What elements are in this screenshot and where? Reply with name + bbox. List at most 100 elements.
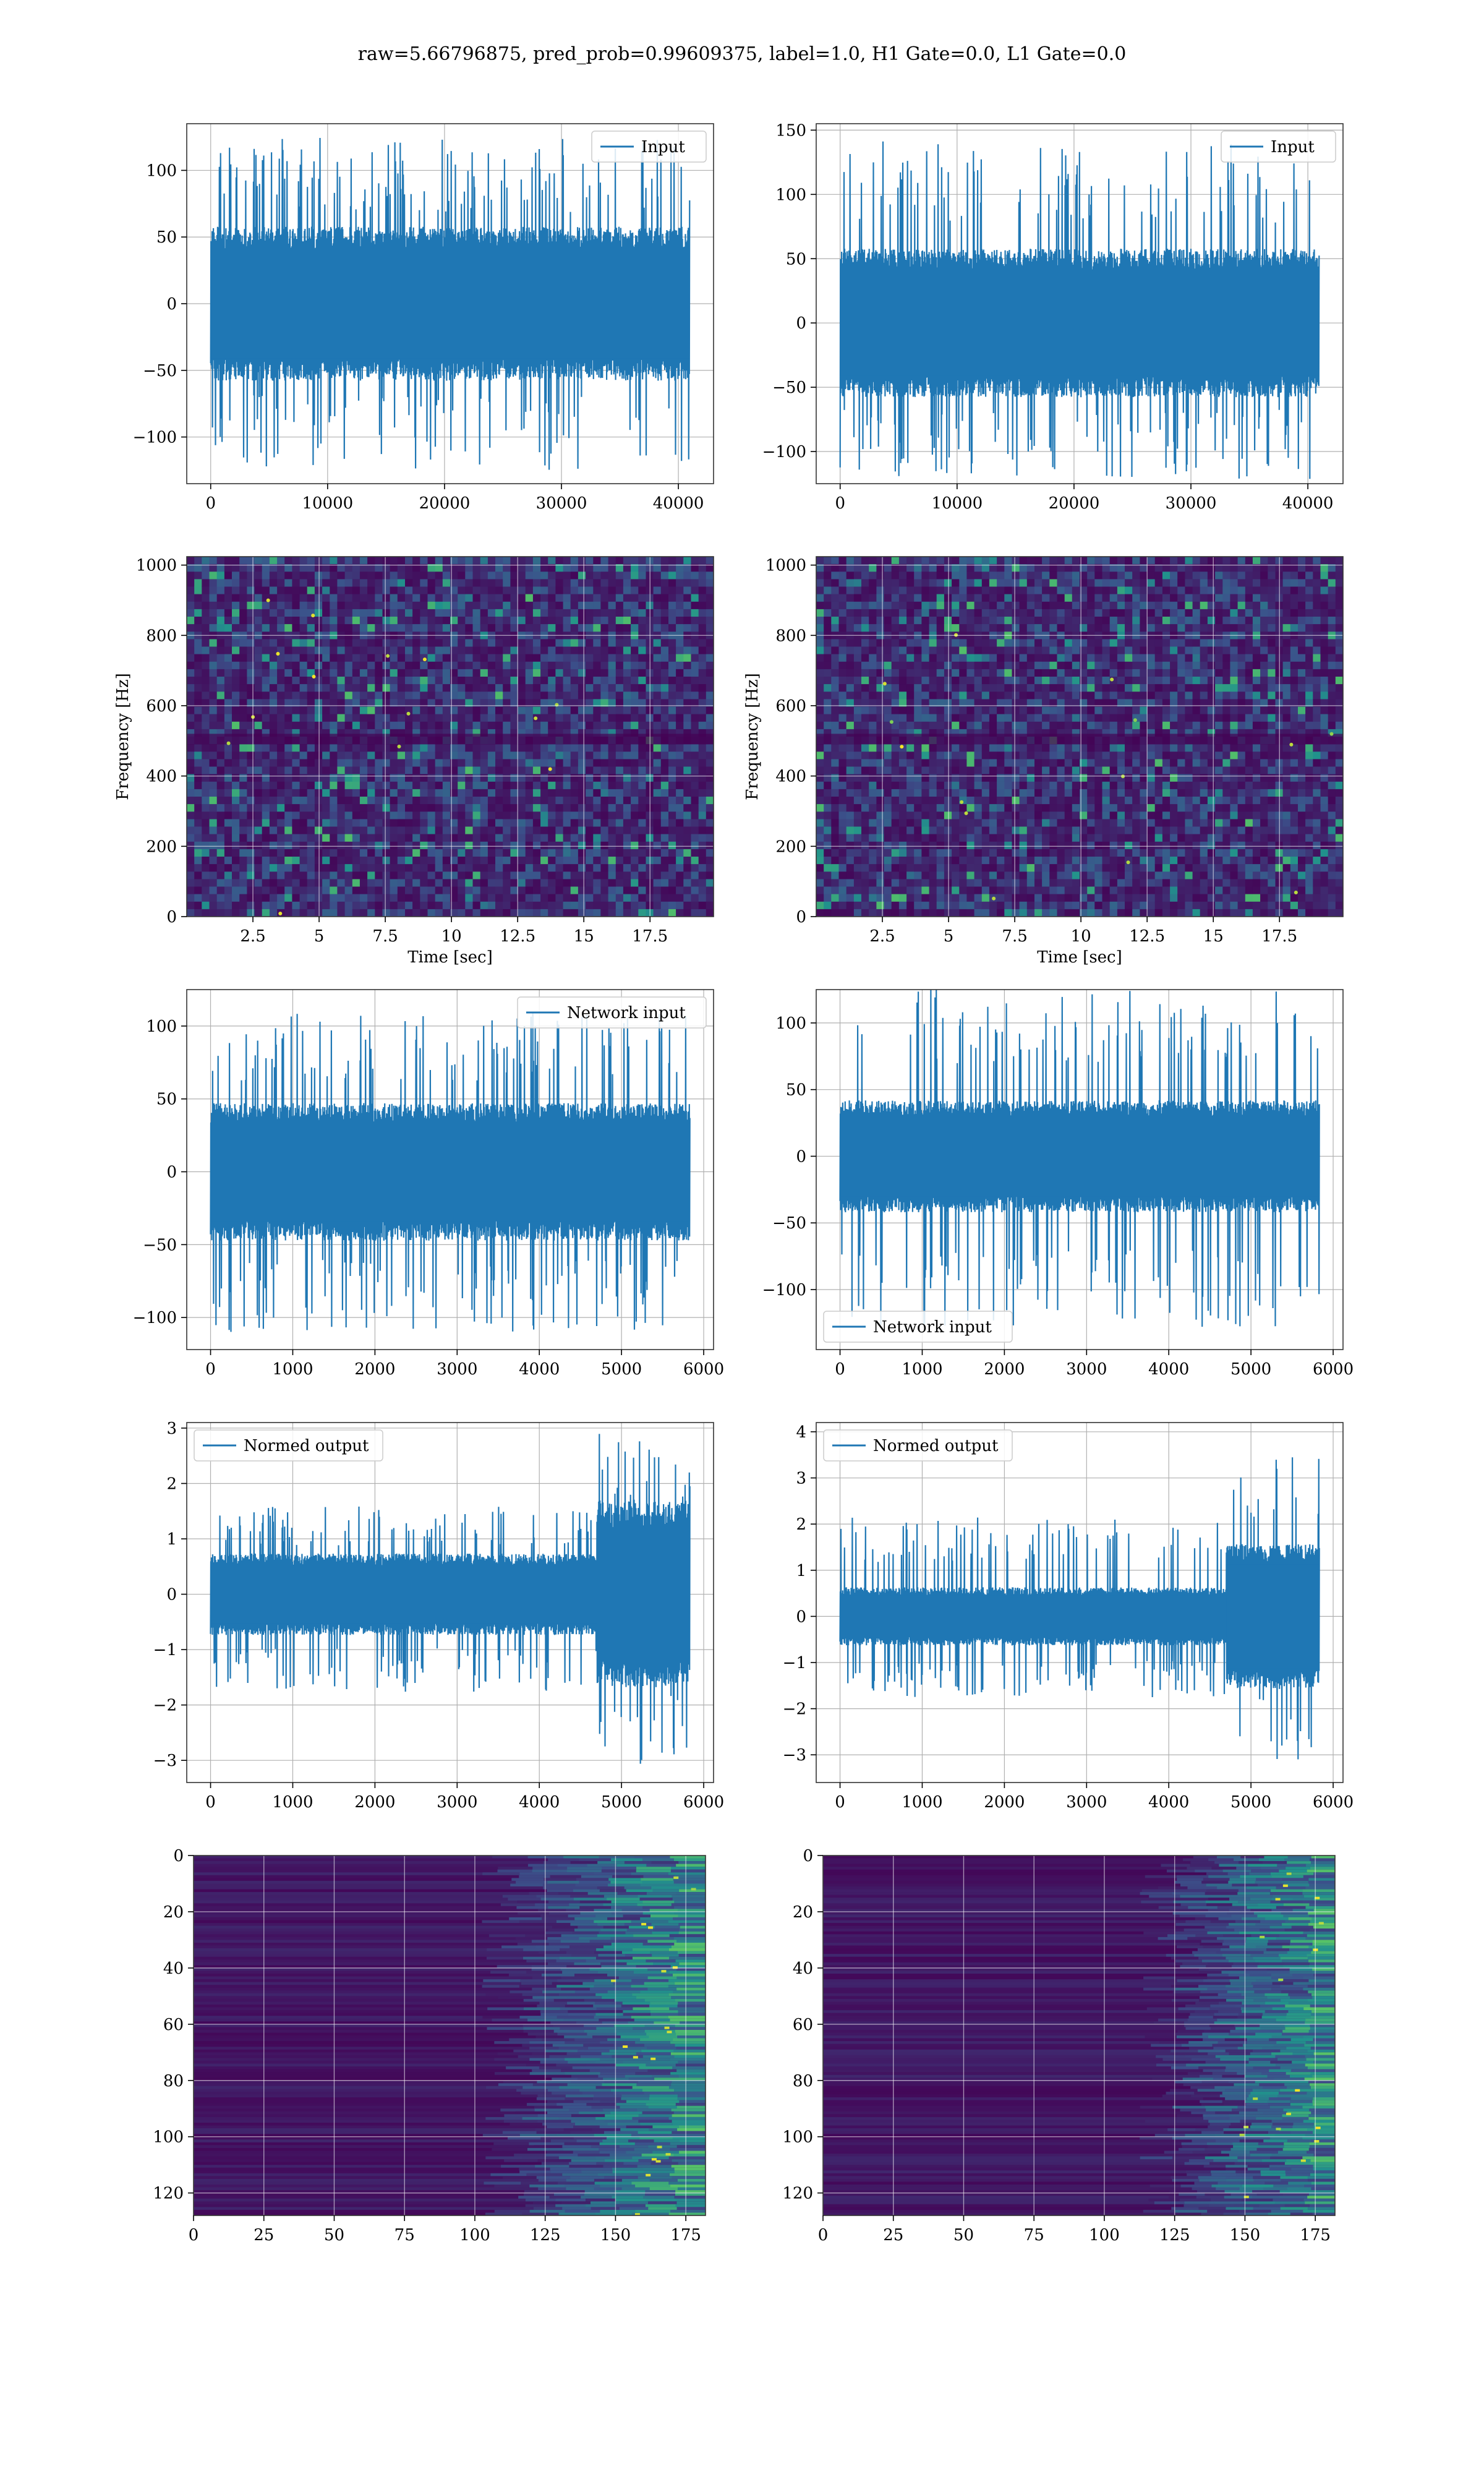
heatmap-cell: [631, 879, 639, 888]
heatmap-cell: [691, 841, 699, 850]
heatmap-cell: [989, 744, 997, 752]
heatmap-cell: [480, 571, 488, 580]
heatmap-cell: [495, 744, 503, 752]
heatmap-cell: [487, 894, 496, 902]
heatmap-cell: [570, 766, 579, 775]
heatmap-cell: [367, 766, 375, 775]
heatmap-cell: [623, 624, 631, 632]
heatmap-cell: [382, 864, 391, 872]
heatmap-cell: [510, 894, 519, 902]
heatmap-cell: [216, 909, 225, 917]
heatmap-cell: [838, 849, 847, 857]
heatmap-cell: [532, 684, 541, 692]
heatmap-cell: [608, 639, 616, 648]
heatmap-cell: [472, 609, 481, 617]
heatmap-cell: [944, 901, 952, 910]
heatmap-cell: [277, 586, 285, 595]
heatmap-cell: [698, 594, 707, 602]
heatmap-cell: [284, 624, 292, 632]
heatmap-cell: [676, 684, 684, 692]
heatmap-cell: [906, 879, 915, 888]
heatmap-cell: [292, 677, 301, 685]
heatmap-cell: [838, 661, 847, 670]
heatmap-cell: [974, 879, 983, 888]
heatmap-cell: [921, 677, 930, 685]
heatmap-cell: [202, 609, 210, 617]
heatmap-cell: [525, 871, 534, 880]
heatmap-cell: [420, 841, 429, 850]
heatmap-cell: [450, 841, 458, 850]
heatmap-cell: [959, 819, 968, 828]
heatmap-cell: [375, 886, 383, 895]
heatmap-cell: [898, 841, 907, 850]
heatmap-cell: [247, 759, 255, 768]
heatmap-cell: [412, 706, 420, 715]
heatmap-cell: [578, 804, 586, 812]
heatmap-cell: [831, 654, 840, 662]
heatmap-cell: [668, 857, 676, 865]
heatmap-cell: [405, 864, 413, 872]
heatmap-cell: [906, 557, 915, 565]
heatmap-cell: [906, 594, 915, 602]
heatmap-cell: [337, 879, 346, 888]
heatmap-cell: [981, 617, 990, 625]
heatmap-cell: [593, 841, 602, 850]
heatmap-cell: [420, 564, 429, 572]
heatmap-cell: [660, 557, 669, 565]
heatmap-cell: [959, 677, 968, 685]
heatmap-cell: [891, 857, 900, 865]
heatmap-cell: [966, 841, 975, 850]
heatmap-cell: [660, 857, 669, 865]
heatmap-cell: [997, 811, 1005, 820]
heatmap-cell: [929, 894, 937, 902]
heatmap-cell: [974, 617, 983, 625]
heatmap-cell: [898, 864, 907, 872]
heatmap-cell: [1012, 774, 1020, 782]
heatmap-cell: [450, 901, 458, 910]
heatmap-cell: [861, 774, 869, 782]
heatmap-cell: [838, 571, 847, 580]
x-tick-label: 40000: [1282, 494, 1334, 513]
heatmap-cell: [936, 841, 945, 850]
heatmap-cell: [929, 804, 937, 812]
heatmap-cell: [472, 571, 481, 580]
heatmap-cell: [390, 557, 398, 565]
heatmap-cell: [510, 557, 519, 565]
heatmap-cell: [921, 661, 930, 670]
heatmap-cell: [691, 721, 699, 730]
heatmap-cell: [427, 864, 436, 872]
heatmap-cell: [600, 744, 609, 752]
heatmap-cell: [299, 579, 308, 588]
heatmap-cell: [216, 691, 225, 700]
heatmap-cell: [480, 864, 488, 872]
heatmap-cell: [638, 714, 647, 722]
heatmap-cell: [247, 609, 255, 617]
heatmap-cell: [277, 766, 285, 775]
heatmap-cell: [382, 684, 391, 692]
heatmap-cell: [853, 857, 862, 865]
heatmap-cell: [518, 759, 526, 768]
heatmap-cell: [600, 601, 609, 610]
heatmap-cell: [239, 744, 247, 752]
heatmap-cell: [532, 661, 541, 670]
heatmap-cell: [367, 841, 375, 850]
heatmap-cell: [631, 857, 639, 865]
heatmap-cell: [307, 646, 315, 655]
heatmap-cell: [966, 774, 975, 782]
heatmap-cell: [548, 564, 556, 572]
heatmap-cell: [578, 669, 586, 677]
heatmap-cell: [390, 609, 398, 617]
heatmap-cell: [465, 744, 474, 752]
heatmap-cell: [442, 744, 451, 752]
heatmap-cell: [668, 564, 676, 572]
heatmap-cell: [209, 684, 218, 692]
heatmap-cell: [375, 774, 383, 782]
heatmap-cell: [676, 826, 684, 835]
heatmap-cell: [615, 759, 624, 768]
heatmap-cell: [906, 601, 915, 610]
heatmap-cell: [660, 841, 669, 850]
heatmap-cell: [906, 639, 915, 648]
y-tick-label: 400: [146, 768, 177, 786]
heatmap-cell: [981, 639, 990, 648]
heatmap-cell: [405, 834, 413, 842]
